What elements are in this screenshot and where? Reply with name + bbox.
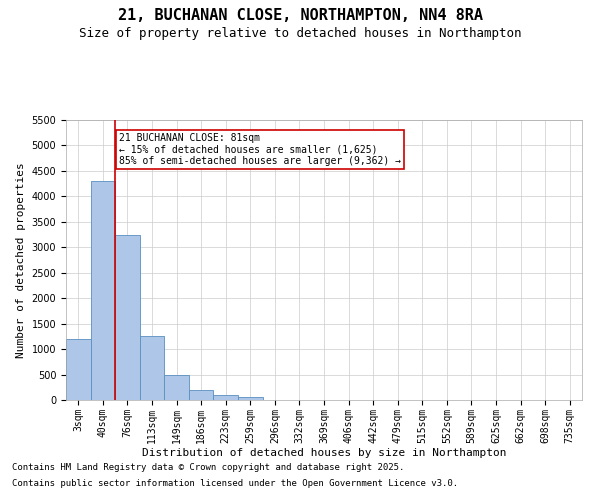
Text: 21 BUCHANAN CLOSE: 81sqm
← 15% of detached houses are smaller (1,625)
85% of sem: 21 BUCHANAN CLOSE: 81sqm ← 15% of detach… <box>119 132 401 166</box>
Bar <box>66 339 91 400</box>
Bar <box>164 374 189 400</box>
Bar <box>115 234 140 400</box>
Bar <box>214 395 238 400</box>
Text: 21, BUCHANAN CLOSE, NORTHAMPTON, NN4 8RA: 21, BUCHANAN CLOSE, NORTHAMPTON, NN4 8RA <box>118 8 482 22</box>
Text: Contains public sector information licensed under the Open Government Licence v3: Contains public sector information licen… <box>12 479 458 488</box>
Text: Size of property relative to detached houses in Northampton: Size of property relative to detached ho… <box>79 28 521 40</box>
X-axis label: Distribution of detached houses by size in Northampton: Distribution of detached houses by size … <box>142 448 506 458</box>
Y-axis label: Number of detached properties: Number of detached properties <box>16 162 26 358</box>
Bar <box>189 390 214 400</box>
Bar <box>140 336 164 400</box>
Bar <box>91 181 115 400</box>
Bar <box>238 396 263 400</box>
Text: Contains HM Land Registry data © Crown copyright and database right 2025.: Contains HM Land Registry data © Crown c… <box>12 462 404 471</box>
